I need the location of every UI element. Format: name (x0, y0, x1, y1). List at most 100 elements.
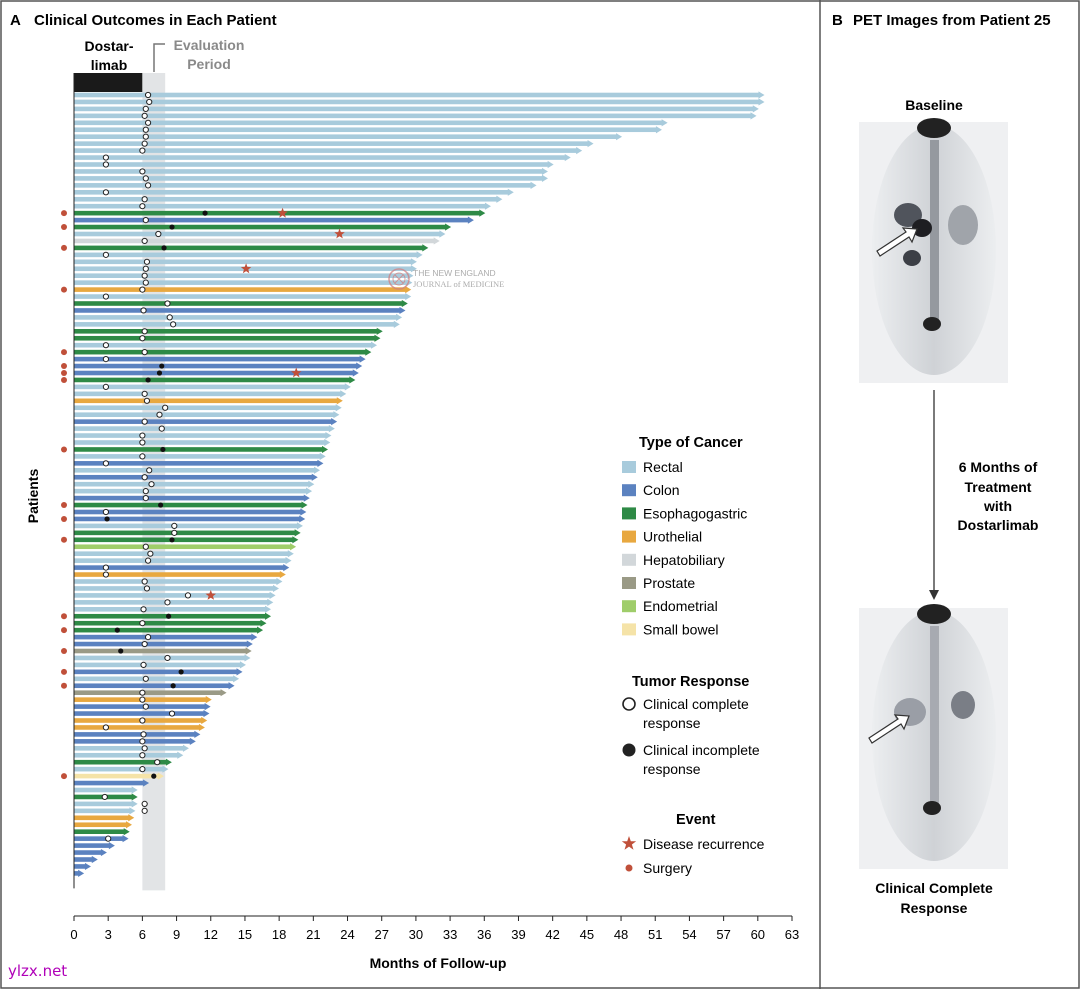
complete-response-marker (102, 251, 110, 258)
surgery-dot (61, 286, 67, 293)
complete-response-marker (139, 717, 146, 724)
legend-type-swatch (622, 623, 636, 636)
complete-response-marker (171, 529, 178, 536)
patient-bar-arrow (236, 668, 243, 676)
incomplete-response-marker (156, 370, 163, 376)
patient-bar (74, 120, 663, 126)
pet-baseline-brain (917, 118, 951, 138)
patient-bar-arrow (311, 473, 318, 481)
patient-bar (74, 704, 206, 709)
x-tick-label: 42 (545, 927, 559, 942)
surgery-dot (61, 682, 67, 689)
dostarlimab-bar (74, 73, 143, 92)
patient-bar-arrow (220, 689, 227, 697)
complete-response-marker (142, 133, 149, 140)
surgery-dot (61, 363, 67, 370)
patient-bar (74, 377, 351, 383)
patient-bar-arrow (108, 842, 115, 850)
complete-response-marker (144, 557, 152, 564)
surgery-dot (61, 244, 67, 251)
patient-bar-arrow (541, 167, 548, 176)
patient-bar-arrow (143, 779, 150, 787)
complete-response-marker (184, 592, 192, 599)
patient-bar-arrow (292, 536, 299, 544)
pet-followup-brain (917, 604, 951, 624)
patient-bar-arrow (131, 793, 138, 801)
pet-image-baseline (859, 118, 1008, 383)
patient-bar-arrow (331, 418, 338, 426)
complete-response-marker (139, 203, 146, 210)
surgery-dot (61, 627, 67, 634)
x-tick-label: 33 (443, 927, 457, 942)
complete-response-marker (141, 272, 148, 279)
patient-bar (74, 662, 241, 668)
chart-markers (61, 91, 345, 842)
complete-response-marker (156, 411, 163, 418)
recurrence-star (277, 207, 288, 218)
patient-bar-arrow (257, 626, 264, 634)
complete-response-marker (139, 752, 146, 759)
patient-bar (74, 113, 752, 119)
patient-bar-arrow (410, 265, 417, 273)
patient-bar-arrow (287, 550, 294, 558)
legend-surgery-label: Surgery (643, 860, 692, 876)
complete-response-marker (102, 342, 110, 349)
patient-bar-arrow (273, 584, 280, 593)
surgery-dot (61, 668, 67, 675)
patient-bar (74, 600, 269, 605)
final-label-line1: Clinical Complete (875, 880, 993, 896)
patient-bar-arrow (356, 362, 363, 370)
patient-bar (74, 641, 248, 647)
patient-bar (74, 468, 316, 473)
patient-bar-arrow (194, 730, 201, 738)
complete-response-marker (139, 738, 146, 745)
patient-bar-arrow (182, 744, 189, 752)
pet-baseline-kidney-left (894, 203, 922, 227)
surgery-dot (61, 536, 67, 543)
complete-response-marker (142, 217, 149, 224)
patient-bar-arrow (189, 737, 196, 745)
x-tick-label: 21 (306, 927, 320, 942)
legend-type-label: Colon (643, 482, 680, 498)
complete-response-marker (155, 230, 162, 238)
patient-bar-arrow (165, 758, 172, 766)
legend-complete-line2: response (643, 715, 701, 731)
patient-bar-arrow (299, 515, 306, 523)
patient-bar-arrow (439, 230, 446, 238)
incomplete-response-marker (104, 516, 110, 522)
patient-bar-arrow (276, 577, 283, 586)
incomplete-response-marker (169, 224, 175, 230)
patient-bar-arrow (507, 188, 514, 196)
patient-bar (74, 516, 301, 522)
patient-bar-arrow (129, 807, 136, 815)
nejm-watermark-line1: THE NEW ENGLAND (413, 268, 496, 278)
patient-bar-arrow (260, 619, 267, 627)
patient-bar (74, 231, 441, 237)
patient-bar (74, 481, 310, 487)
patient-bar (74, 551, 289, 556)
complete-response-marker (154, 759, 161, 766)
patient-bar (74, 815, 130, 821)
complete-response-marker (144, 91, 152, 99)
legend-type-label: Esophagogastric (643, 505, 747, 521)
patient-bar-arrow (204, 703, 211, 711)
patient-bar-arrow (201, 716, 208, 725)
complete-response-marker (140, 606, 147, 613)
complete-response-marker (102, 154, 110, 161)
patient-bar (74, 335, 376, 341)
patient-bar (74, 169, 543, 174)
patient-bar (74, 544, 292, 550)
patient-bar-arrow (374, 334, 381, 342)
complete-response-marker (146, 98, 153, 106)
patient-bar-arrow (84, 862, 91, 871)
patient-bar (74, 746, 184, 751)
complete-response-marker (148, 481, 155, 488)
patient-bar-arrow (758, 98, 765, 106)
complete-response-marker (101, 793, 108, 801)
complete-response-marker (164, 599, 171, 606)
patient-bar (74, 141, 589, 146)
x-tick-label: 9 (173, 927, 180, 942)
legend-type-swatch (622, 600, 636, 613)
patient-bar (74, 127, 657, 133)
